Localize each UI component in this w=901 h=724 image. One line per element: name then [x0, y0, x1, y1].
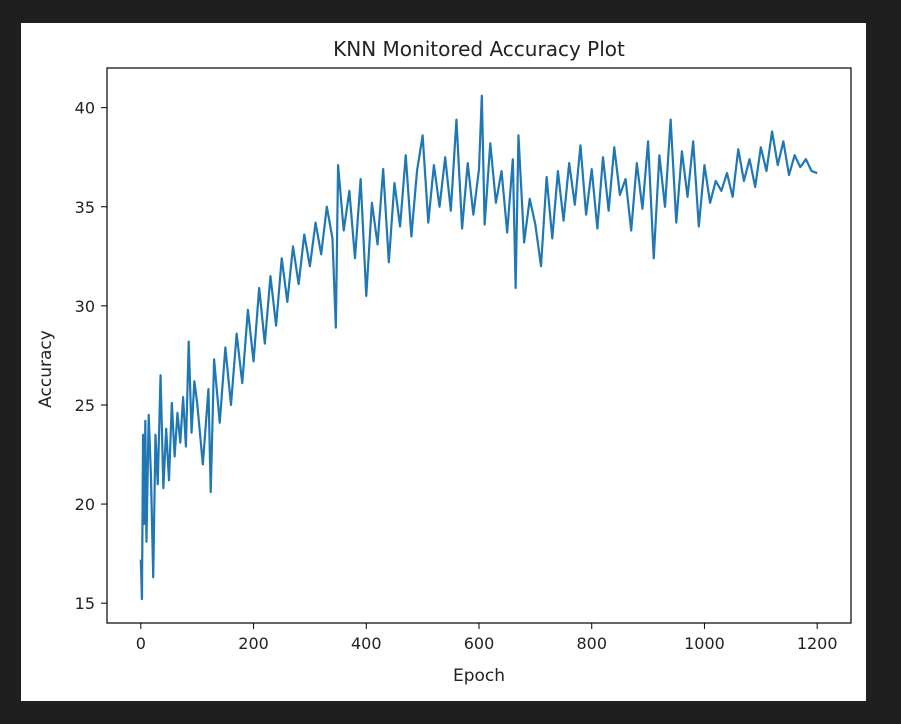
y-axis-ticks: 15 20 25 30 35 40 [75, 99, 107, 613]
x-tick-label: 1000 [684, 634, 725, 653]
x-tick-label: 400 [351, 634, 382, 653]
x-tick-label: 600 [464, 634, 495, 653]
x-tick-label: 1200 [797, 634, 838, 653]
x-tick-label: 800 [576, 634, 607, 653]
series-layer [139, 94, 818, 601]
y-tick-label: 20 [75, 495, 95, 514]
x-axis-label: Epoch [453, 666, 505, 686]
line-chart: 0 200 400 600 800 1000 1200 15 20 25 30 35 40 KNN M… [36, 37, 852, 686]
x-tick-label: 0 [136, 634, 146, 653]
series-line-0 [139, 94, 818, 601]
y-tick-label: 35 [75, 198, 95, 217]
chart-figure: 0 200 400 600 800 1000 1200 15 20 25 30 35 40 KNN M… [21, 23, 866, 701]
y-tick-label: 25 [75, 396, 95, 415]
y-tick-label: 30 [75, 297, 95, 316]
chart-title: KNN Monitored Accuracy Plot [333, 37, 625, 61]
x-tick-label: 200 [238, 634, 269, 653]
y-tick-label: 15 [75, 594, 95, 613]
x-axis-ticks: 0 200 400 600 800 1000 1200 [136, 623, 838, 653]
y-axis-label: Accuracy [36, 330, 56, 408]
y-tick-label: 40 [75, 99, 95, 118]
